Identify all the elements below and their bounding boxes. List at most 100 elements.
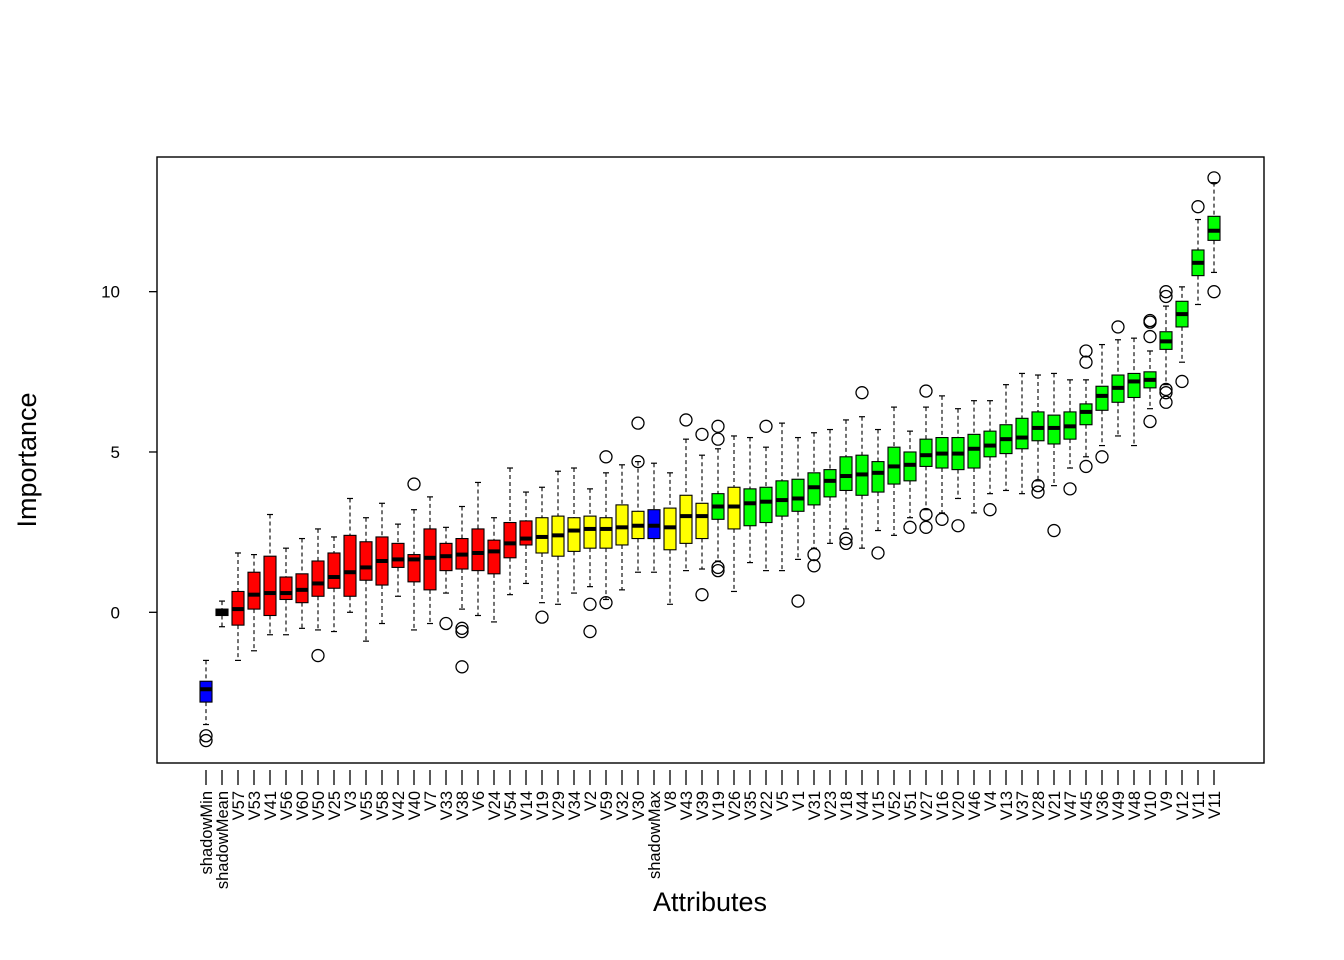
x-tick-label: V19 (534, 791, 552, 820)
outlier-point (903, 520, 917, 534)
outlier-point (951, 519, 965, 533)
box-body (1127, 372, 1141, 399)
outlier-point (1079, 344, 1093, 358)
box-body (487, 539, 501, 575)
x-tick-label: V3 (342, 791, 360, 811)
box-V38 (455, 505, 469, 674)
box-V10 (1143, 313, 1157, 429)
box-V57 (231, 552, 245, 661)
x-tick-label: V53 (246, 791, 264, 820)
outlier-point (791, 594, 805, 608)
x-tick-label: V9 (1158, 791, 1176, 811)
outlier-point (711, 419, 725, 433)
box-V50 (311, 528, 325, 663)
outlier-point (1159, 285, 1173, 299)
outlier-point (839, 536, 853, 551)
x-tick-label: V7 (422, 791, 440, 811)
box-V42 (391, 523, 405, 597)
box-V48 (1127, 337, 1141, 447)
box-body (1207, 215, 1221, 241)
outlier-point (711, 560, 725, 575)
x-tick-label: V14 (518, 791, 536, 820)
plot-frame (156, 156, 1265, 764)
outlier-point (631, 416, 645, 430)
x-tick-label: V58 (374, 791, 392, 820)
outlier-point (679, 413, 693, 427)
outlier-point (983, 503, 997, 517)
box-body (199, 680, 213, 703)
x-axis-label: Attributes (653, 887, 767, 917)
box-V24 (487, 517, 501, 623)
x-tick-label: V42 (390, 791, 408, 820)
x-tick-label: V23 (822, 791, 840, 820)
box-body (839, 456, 853, 492)
x-tick-label: V15 (870, 791, 888, 820)
outlier-point (1063, 482, 1077, 496)
box-V9 (1159, 285, 1173, 409)
x-tick-label: V6 (470, 791, 488, 811)
x-tick-label: V34 (566, 791, 584, 820)
x-tick-label: V13 (998, 791, 1016, 820)
box-body (311, 560, 325, 597)
box-V30 (631, 416, 645, 573)
x-axis: shadowMinshadowMeanV57V53V41V56V60V50V25… (198, 770, 1224, 889)
outlier-point (1111, 320, 1125, 334)
x-tick-label: V24 (486, 791, 504, 820)
box-V55 (359, 517, 373, 642)
outlier-point (455, 624, 469, 639)
outlier-point (439, 616, 453, 631)
box-V8 (663, 472, 677, 605)
box-V32 (615, 464, 629, 591)
box-V51 (903, 430, 917, 534)
box-V34 (567, 467, 581, 594)
box-body (1015, 417, 1029, 450)
x-tick-label: V32 (614, 791, 632, 820)
box-V20 (951, 408, 965, 533)
x-tick-label: V47 (1062, 791, 1080, 820)
box-V14 (519, 491, 533, 585)
x-tick-label: V22 (758, 791, 776, 820)
x-tick-label: V49 (1110, 791, 1128, 820)
box-V27 (919, 384, 933, 534)
x-tick-label: V16 (934, 791, 952, 820)
x-tick-label: V35 (742, 791, 760, 820)
box-V28 (1031, 374, 1045, 499)
outlier-point (855, 386, 869, 400)
outlier-point (1159, 395, 1173, 409)
x-tick-label: V43 (678, 791, 696, 820)
box-V36 (1095, 343, 1109, 464)
box-V13 (999, 384, 1013, 492)
outlier-point (407, 477, 421, 491)
x-tick-label: V31 (806, 791, 824, 820)
x-tick-label: V41 (262, 791, 280, 820)
outlier-point (935, 512, 949, 526)
box-V29 (551, 470, 565, 605)
outlier-point (199, 733, 213, 748)
outlier-point (455, 660, 469, 674)
x-tick-label: V21 (1046, 791, 1064, 820)
outlier-point (199, 729, 213, 743)
box-body (519, 520, 533, 546)
x-tick-label: V37 (1014, 791, 1032, 820)
box-V7 (423, 496, 437, 625)
x-tick-label: V57 (230, 791, 248, 820)
x-tick-label: V18 (838, 791, 856, 820)
box-V25 (327, 536, 341, 633)
box-V31 (807, 432, 821, 573)
x-tick-label: V19 (710, 791, 728, 820)
box-V44 (855, 386, 869, 549)
box-V49 (1111, 320, 1125, 437)
x-tick-label: V36 (1094, 791, 1112, 820)
outlier-point (535, 610, 549, 624)
box-V1 (791, 436, 805, 608)
box-shadowMax (647, 462, 661, 573)
box-body (343, 534, 357, 597)
box-V47 (1063, 379, 1077, 496)
x-tick-label: V11 (1206, 791, 1224, 819)
box-V37 (1015, 372, 1029, 495)
box-V22 (759, 419, 773, 572)
box-body (391, 542, 405, 568)
box-body (583, 515, 597, 549)
outlier-point (1031, 479, 1045, 493)
outlier-point (1079, 459, 1093, 474)
